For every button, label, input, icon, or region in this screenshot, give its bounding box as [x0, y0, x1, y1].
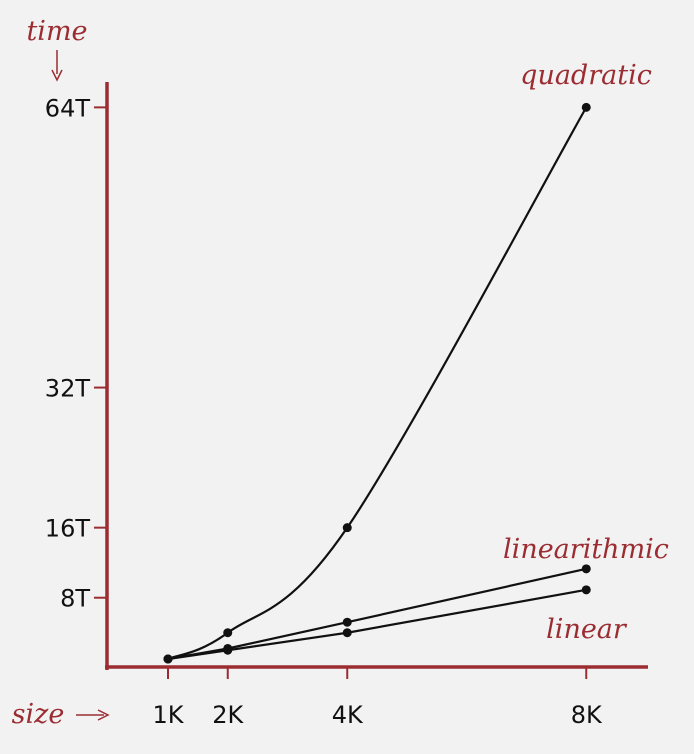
data-point-linear — [581, 585, 591, 595]
x-tick-label: 4K — [332, 701, 364, 729]
data-point-quadratic — [581, 102, 591, 112]
series-curves — [167, 106, 588, 661]
y-tick-group: 8T 16T 32T 64T — [45, 94, 107, 613]
data-point-linear — [163, 654, 173, 664]
x-axis-arrowhead — [97, 709, 110, 721]
x-axis-title: size — [12, 699, 65, 730]
series-points — [163, 102, 591, 664]
y-tick-label: 16T — [45, 515, 91, 543]
label-group: time size quadratic linearithmic linear — [12, 16, 669, 730]
series-line-linear — [167, 588, 587, 661]
y-tick-label: 64T — [45, 94, 91, 122]
data-point-quadratic — [223, 628, 233, 638]
series-label-linearithmic: linearithmic — [503, 534, 669, 565]
data-point-linear — [223, 645, 233, 655]
data-point-linearithmic — [342, 617, 352, 627]
data-point-linear — [342, 628, 352, 638]
axes — [51, 50, 648, 721]
data-point-linearithmic — [581, 564, 591, 574]
y-tick-label: 32T — [45, 375, 91, 403]
data-point-quadratic — [342, 523, 352, 533]
series-line-quadratic — [167, 106, 588, 661]
x-tick-label: 8K — [571, 701, 603, 729]
x-tick-group: 1K 2K 4K 8K — [152, 667, 603, 729]
x-tick-label: 2K — [212, 701, 244, 729]
y-axis-title: time — [26, 16, 87, 47]
x-tick-label: 1K — [152, 701, 184, 729]
y-axis-arrowhead — [51, 69, 63, 82]
series-label-linear: linear — [546, 614, 628, 645]
y-tick-label: 8T — [60, 585, 90, 613]
series-label-quadratic: quadratic — [520, 60, 652, 91]
